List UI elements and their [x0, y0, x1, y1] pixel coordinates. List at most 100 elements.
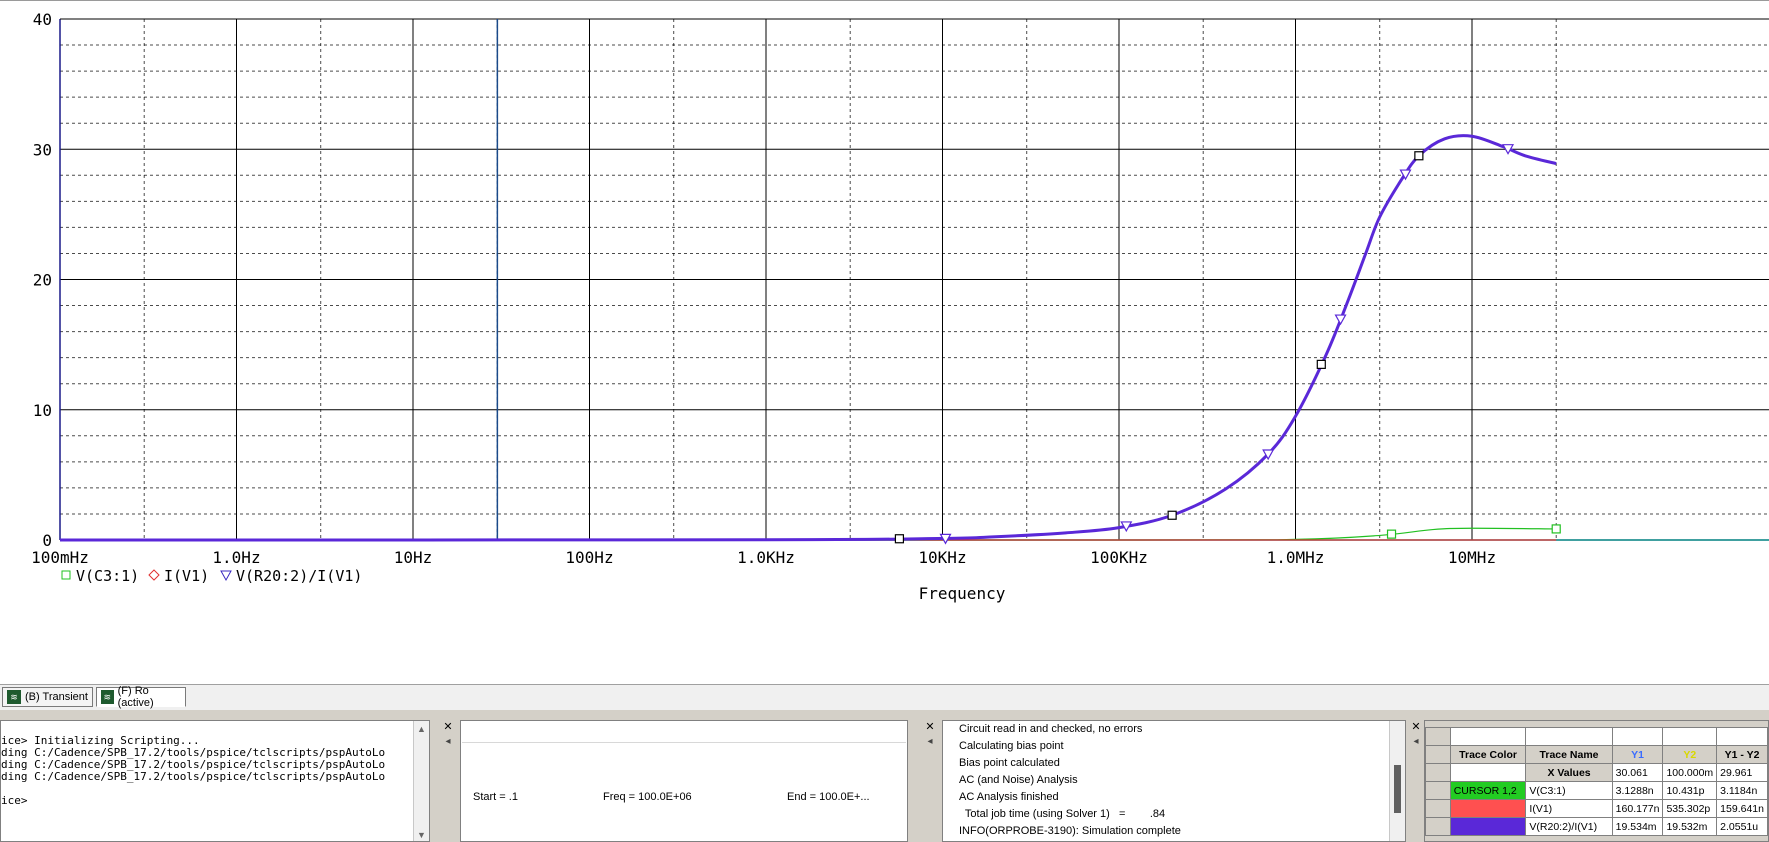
table-row[interactable]: CURSOR 1,2 V(C3:1) 3.1288n 10.431p 3.118… — [1425, 781, 1768, 800]
y-tick-label: 10 — [33, 401, 52, 420]
data-point — [1399, 169, 1412, 181]
table-row[interactable]: V(R20:2)/I(V1) 19.534m 19.532m 2.0551u — [1425, 817, 1768, 836]
cursor-values-pane[interactable]: Trace Color Trace Name Y1 Y2 Y1 - Y2 X V… — [1424, 720, 1769, 842]
trace-name: I(V1) — [1525, 799, 1613, 818]
scroll-up-icon[interactable]: ▲ — [417, 724, 426, 734]
legend-label: V(C3:1) — [76, 567, 139, 585]
diff-value: 159.641n — [1716, 799, 1768, 818]
y-tick-label: 0 — [42, 531, 52, 550]
command-console-pane[interactable]: ice> Initializing Scripting... ding C:/C… — [0, 720, 430, 842]
status-line: Circuit read in and checked, no errors — [959, 723, 1143, 735]
data-point — [1316, 359, 1326, 369]
x-values-label: X Values — [1525, 763, 1613, 782]
dock-arrow-icon[interactable]: ◂ — [445, 736, 451, 747]
x-tick-label: 1.0MHz — [1267, 548, 1325, 567]
data-point — [1414, 151, 1424, 161]
x-tick-label: 1.0Hz — [212, 548, 260, 567]
y1-value: 19.534m — [1611, 817, 1664, 836]
y1-value: 3.1288n — [1611, 781, 1664, 800]
col-trace-color: Trace Color — [1449, 745, 1527, 764]
x-values-row: X Values 30.061 100.000m 29.961 — [1425, 763, 1768, 782]
status-scrollbar[interactable] — [1389, 721, 1405, 841]
x-axis-title: Frequency — [919, 584, 1006, 603]
legend-marker — [148, 569, 160, 581]
waveform-icon: ≋ — [7, 690, 21, 704]
data-point — [1386, 529, 1397, 539]
params-header-row — [462, 722, 906, 743]
x-value-y1: 30.061 — [1611, 763, 1664, 782]
close-icon[interactable]: ✕ — [1411, 721, 1421, 733]
close-icon[interactable]: ✕ — [443, 721, 453, 733]
status-line: Calculating bias point — [959, 740, 1064, 752]
start-param: Start = .1 — [473, 791, 518, 803]
y2-value: 10.431p — [1662, 781, 1718, 800]
series-line — [60, 134, 1557, 542]
x-tick-label: 100Hz — [565, 548, 613, 567]
x-tick-label: 10KHz — [918, 548, 966, 567]
console-line: ice> Initializing Scripting... — [1, 734, 200, 747]
data-point — [1502, 144, 1515, 155]
console-line — [1, 783, 385, 795]
y-tick-label: 30 — [33, 140, 52, 159]
x-tick-label: 10MHz — [1448, 548, 1496, 567]
data-point — [1334, 314, 1347, 326]
status-messages: Circuit read in and checked, no errors C… — [959, 721, 1181, 840]
data-point — [1262, 449, 1275, 461]
dock-arrow-icon[interactable]: ◂ — [927, 736, 933, 747]
output-panes: ice> Initializing Scripting... ding C:/C… — [0, 710, 1769, 842]
end-param: End = 100.0E+... — [787, 791, 870, 803]
diff-value: 3.1184n — [1716, 781, 1768, 800]
scroll-thumb[interactable] — [1394, 765, 1401, 813]
x-tick-label: 100mHz — [31, 548, 89, 567]
x-value-y2: 100.000m — [1662, 763, 1718, 782]
data-point — [1167, 510, 1177, 520]
trace-name: V(C3:1) — [1525, 781, 1613, 800]
col-y2: Y2 — [1662, 745, 1718, 764]
status-line: Bias point calculated — [959, 757, 1060, 769]
plot-canvas[interactable]: 0 10 20 30 40 100mHz 1.0Hz 10Hz 100Hz 1.0KHz 10KHz… — [0, 1, 1769, 685]
legend-label: I(V1) — [164, 567, 209, 585]
y2-value: 19.532m — [1662, 817, 1718, 836]
x-value-diff: 29.961 — [1716, 763, 1768, 782]
tab-label: (F) Ro (active) — [117, 685, 154, 709]
y2-value: 535.302p — [1662, 799, 1718, 818]
cursor-table-empty-row — [1425, 727, 1768, 746]
table-row[interactable]: I(V1) 160.177n 535.302p 159.641n — [1425, 799, 1768, 818]
console-output[interactable]: ice> Initializing Scripting... ding C:/C… — [1, 735, 385, 807]
legend-marker — [220, 570, 232, 582]
console-scrollbar[interactable]: ▲ ▼ — [413, 721, 429, 841]
simulation-status-pane[interactable]: Circuit read in and checked, no errors C… — [942, 720, 1406, 842]
trace-name: V(R20:2)/I(V1) — [1525, 817, 1613, 836]
trace-color-swatch[interactable] — [1449, 799, 1527, 818]
y-tick-label: 20 — [33, 271, 52, 290]
trace-color-swatch[interactable] — [1449, 817, 1527, 836]
cursor-table-header: Trace Color Trace Name Y1 Y2 Y1 - Y2 — [1425, 745, 1768, 764]
console-prompt[interactable]: ice> — [1, 794, 28, 807]
console-line: ding C:/Cadence/SPB_17.2/tools/pspice/tc… — [1, 746, 386, 759]
sim-params-pane: Start = .1 Freq = 100.0E+06 End = 100.0E… — [460, 720, 908, 842]
tab-transient[interactable]: ≋ (B) Transient — [2, 687, 93, 707]
scroll-down-icon[interactable]: ▼ — [417, 830, 426, 840]
col-y1-minus-y2: Y1 - Y2 — [1716, 745, 1768, 764]
data-point — [939, 533, 952, 545]
status-line: AC Analysis finished — [959, 791, 1059, 803]
waveform-icon: ≋ — [101, 690, 114, 704]
probe-plot-window[interactable]: 0 10 20 30 40 100mHz 1.0Hz 10Hz 100Hz 1.0KHz 10KHz… — [0, 0, 1769, 685]
diff-value: 2.0551u — [1716, 817, 1768, 836]
y1-value: 160.177n — [1611, 799, 1664, 818]
legend-label: V(R20:2)/I(V1) — [236, 567, 362, 585]
status-line: INFO(ORPROBE-3190): Simulation complete — [959, 825, 1181, 837]
x-tick-label: 100KHz — [1090, 548, 1148, 567]
y-tick-label: 40 — [33, 10, 52, 29]
col-y1: Y1 — [1611, 745, 1664, 764]
status-line: Total job time (using Solver 1) = .84 — [959, 808, 1166, 820]
data-point — [894, 534, 905, 544]
trace-color-swatch[interactable]: CURSOR 1,2 — [1449, 781, 1527, 800]
status-line: AC (and Noise) Analysis — [959, 774, 1078, 786]
cursor-table: Trace Color Trace Name Y1 Y2 Y1 - Y2 X V… — [1425, 727, 1768, 836]
tab-ro-active[interactable]: ≋ (F) Ro (active) — [96, 685, 186, 709]
freq-param: Freq = 100.0E+06 — [603, 791, 692, 803]
tab-label: (B) Transient — [25, 691, 88, 703]
dock-arrow-icon[interactable]: ◂ — [1413, 736, 1419, 747]
close-icon[interactable]: ✕ — [925, 721, 935, 733]
